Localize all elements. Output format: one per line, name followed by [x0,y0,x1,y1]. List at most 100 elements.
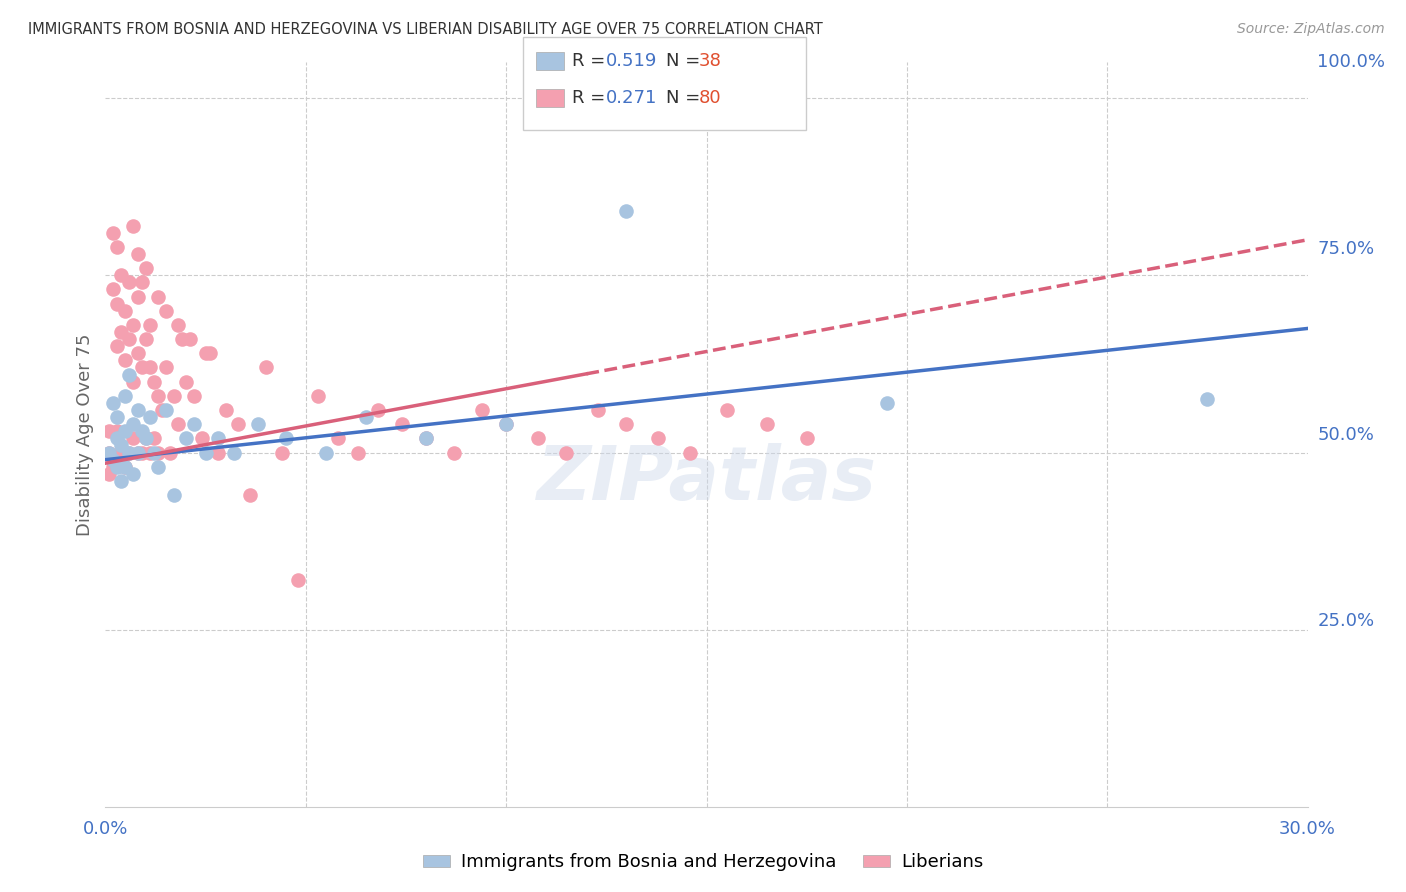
Point [142,431,165,445]
Point [98,445,121,459]
Point [162,488,184,502]
Point [207,431,229,445]
Point [110,445,132,459]
Point [555,445,578,459]
Point [107,425,129,439]
Point [155,360,177,375]
Point [287,574,309,588]
Text: N =: N = [666,89,700,107]
Text: R =: R = [572,52,606,70]
Point [103,396,125,410]
Point [214,403,236,417]
Point [166,318,188,332]
Point [114,459,136,474]
Point [166,417,188,432]
Point [114,353,136,368]
Point [110,438,132,452]
Text: R =: R = [572,89,606,107]
Point [443,445,465,459]
Point [647,431,669,445]
Text: 25.0%: 25.0% [1317,612,1374,630]
Point [254,360,277,375]
Point [122,417,145,432]
Point [146,289,169,303]
Point [118,368,141,382]
Point [98,425,121,439]
Point [150,403,173,417]
Point [127,346,149,360]
Point [122,375,145,389]
Text: ZIPatlas: ZIPatlas [537,443,876,516]
Point [226,417,249,432]
Point [198,346,221,360]
Point [131,276,153,290]
Point [107,459,129,474]
Point [110,474,132,488]
Point [179,332,201,346]
Point [114,389,136,403]
Point [114,459,136,474]
Point [190,431,212,445]
Point [135,261,157,276]
Point [246,417,269,432]
Point [146,445,169,459]
Point [527,431,550,445]
Point [135,431,157,445]
Point [174,375,197,389]
Text: 50.0%: 50.0% [1317,425,1374,444]
Point [146,459,169,474]
Point [122,318,145,332]
Point [103,452,125,467]
Point [679,445,702,459]
Point [222,445,245,459]
Point [146,389,169,403]
Point [103,282,125,296]
Point [155,303,177,318]
Point [110,325,132,339]
Point [127,445,149,459]
Point [307,389,329,403]
Point [142,445,165,459]
Point [138,445,160,459]
Text: IMMIGRANTS FROM BOSNIA AND HERZEGOVINA VS LIBERIAN DISABILITY AGE OVER 75 CORREL: IMMIGRANTS FROM BOSNIA AND HERZEGOVINA V… [28,22,823,37]
Point [174,431,197,445]
Point [367,403,389,417]
Point [391,417,413,432]
Point [138,360,160,375]
Point [131,445,153,459]
Point [135,431,157,445]
Text: N =: N = [666,52,700,70]
Point [755,417,778,432]
Point [107,296,129,310]
Point [127,403,149,417]
Point [114,303,136,318]
Point [495,417,517,432]
Point [118,445,141,459]
Point [183,417,205,432]
Point [155,403,177,417]
Point [1197,392,1219,407]
Text: Source: ZipAtlas.com: Source: ZipAtlas.com [1237,22,1385,37]
Text: 75.0%: 75.0% [1317,240,1374,258]
Point [127,289,149,303]
Point [194,445,217,459]
Point [270,445,292,459]
Point [471,403,494,417]
Point [131,360,153,375]
Point [122,431,145,445]
Point [138,410,160,425]
Point [127,445,149,459]
Point [131,425,153,439]
Point [118,276,141,290]
Point [159,445,181,459]
Point [122,467,145,481]
Point [495,417,517,432]
Point [135,332,157,346]
Point [716,403,738,417]
Point [170,332,193,346]
Text: 0.519: 0.519 [606,52,658,70]
Point [122,219,145,233]
Text: 100.0%: 100.0% [1317,54,1385,71]
Point [354,410,377,425]
Point [315,445,337,459]
